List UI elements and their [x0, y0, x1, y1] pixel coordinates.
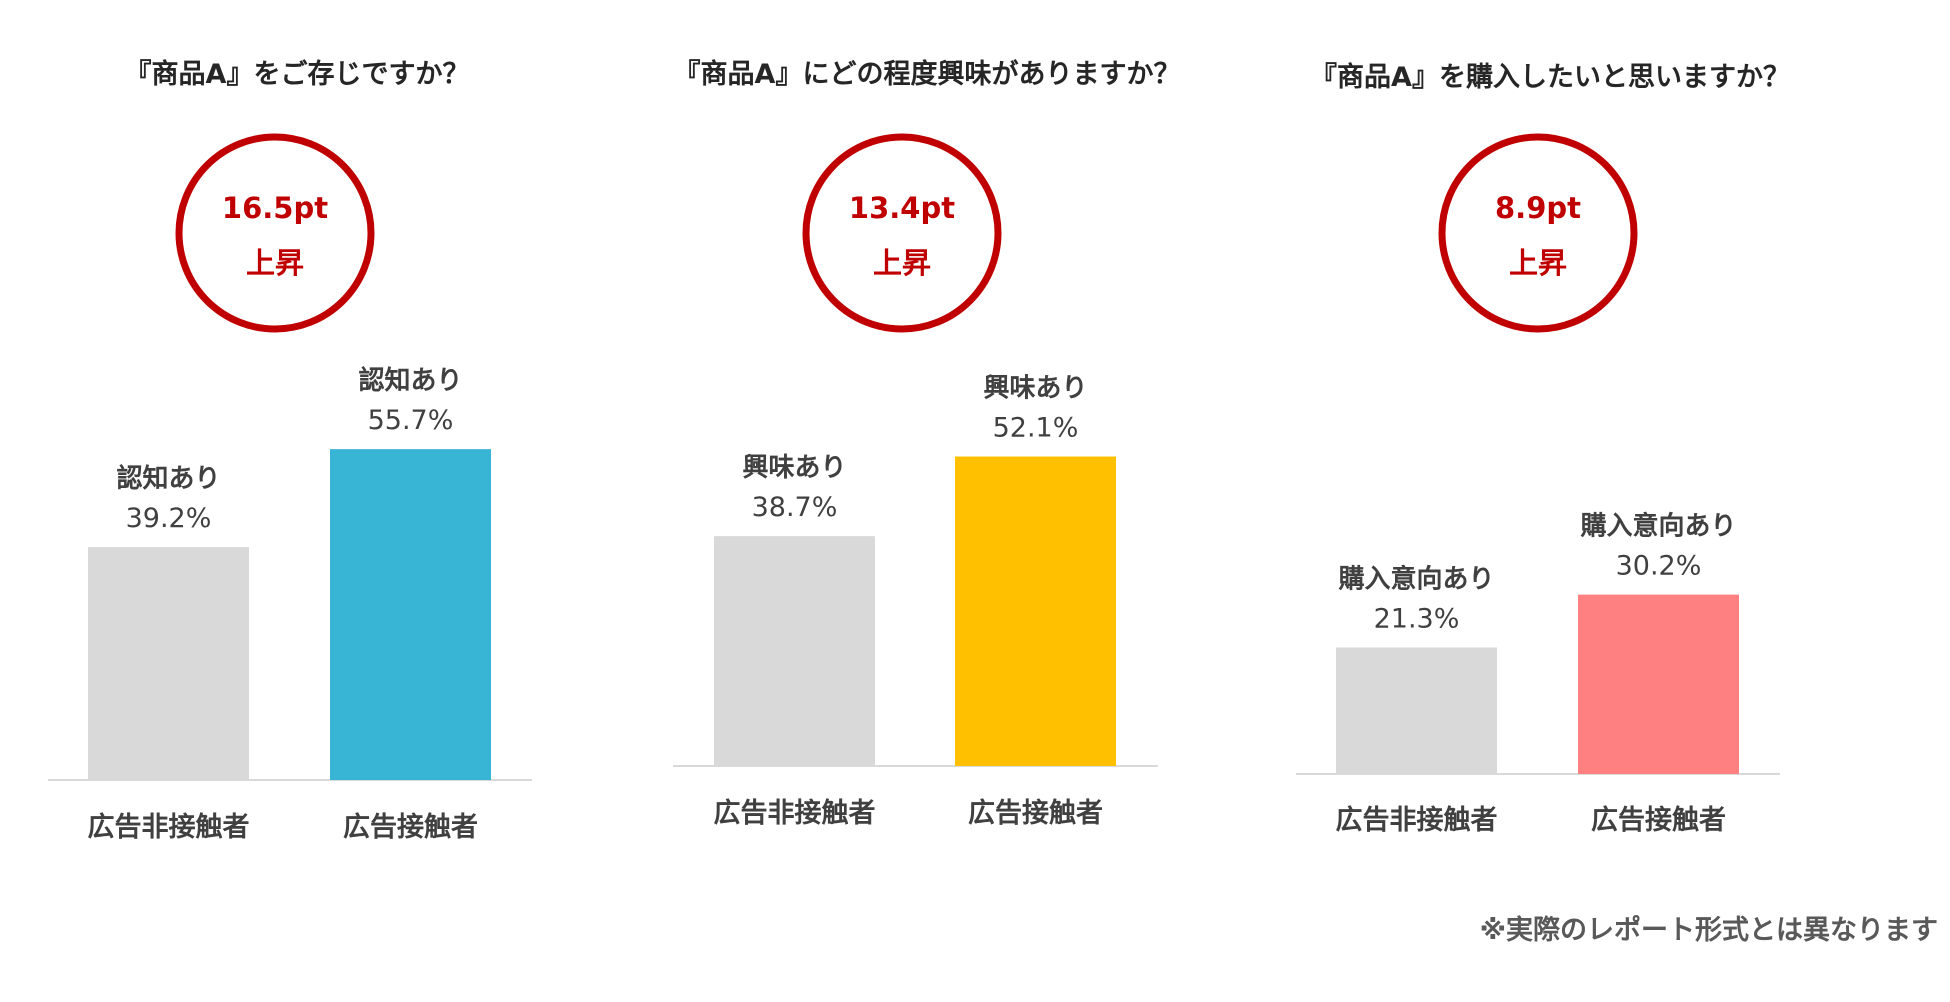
increase-badge-value: 13.4pt	[849, 191, 955, 225]
bar	[1336, 647, 1497, 774]
x-tick-label: 広告接触者	[1591, 804, 1726, 836]
footnote: ※実際のレポート形式とは異なります	[1479, 915, 1938, 946]
bar	[330, 449, 491, 780]
increase-badge-label: 上昇	[246, 246, 304, 280]
bar	[714, 536, 875, 766]
x-tick-label: 広告接触者	[968, 797, 1103, 829]
chart-title: 『商品A』を購入したいと思いますか？	[1310, 61, 1790, 93]
increase-badge-circle	[175, 133, 375, 333]
x-tick-label: 広告非接触者	[714, 797, 876, 829]
bar-value-label: 39.2%	[126, 503, 212, 534]
increase-badge-label: 上昇	[1509, 246, 1567, 280]
bar	[88, 547, 249, 780]
bar-value-label: 38.7%	[752, 492, 838, 523]
bar-value-label: 30.2%	[1616, 551, 1702, 582]
bar-category-label: 購入意向あり	[1580, 511, 1736, 542]
chart-title: 『商品A』をご存じですか？	[125, 58, 470, 90]
bar-value-label: 52.1%	[993, 413, 1079, 444]
bar	[955, 456, 1116, 766]
bar-value-label: 21.3%	[1374, 603, 1460, 634]
increase-badge-value: 16.5pt	[222, 191, 328, 225]
increase-badge-label: 上昇	[873, 246, 931, 280]
increase-badge-value: 8.9pt	[1495, 191, 1581, 225]
increase-badge-circle	[1438, 133, 1638, 333]
increase-badge-circle	[802, 133, 1002, 333]
x-tick-label: 広告非接触者	[1336, 804, 1498, 836]
bar-category-label: 認知あり	[358, 365, 462, 396]
x-tick-label: 広告非接触者	[88, 811, 250, 843]
chart-title: 『商品A』にどの程度興味がありますか？	[674, 58, 1181, 90]
bar-value-label: 55.7%	[368, 405, 454, 436]
x-tick-label: 広告接触者	[343, 811, 478, 843]
bar	[1578, 594, 1739, 774]
bar-category-label: 興味あり	[742, 453, 846, 483]
bar-category-label: 興味あり	[983, 374, 1087, 404]
bar-category-label: 認知あり	[116, 463, 220, 494]
bar-category-label: 購入意向あり	[1338, 563, 1494, 594]
